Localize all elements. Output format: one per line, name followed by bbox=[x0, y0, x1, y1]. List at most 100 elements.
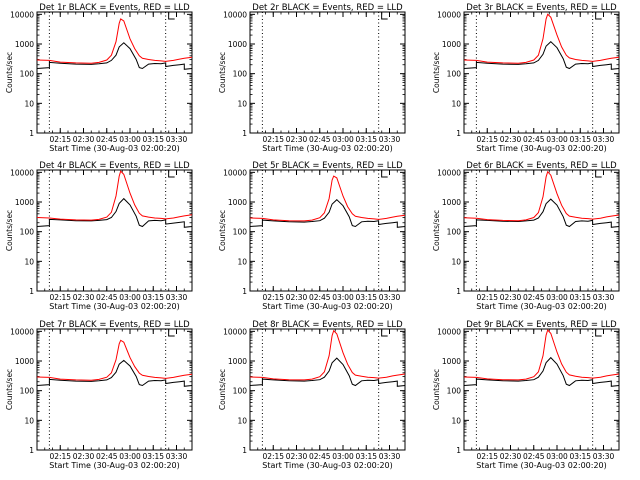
events-series-line bbox=[36, 197, 193, 228]
y-tick-label: 10000 bbox=[223, 327, 247, 336]
y-tick-label: 1 bbox=[29, 446, 34, 455]
x-tick-label: 02:30 bbox=[500, 135, 522, 144]
y-tick-label: 10 bbox=[24, 257, 34, 266]
x-tick-label: 03:15 bbox=[569, 135, 591, 144]
x-tick-label: 03:15 bbox=[142, 135, 164, 144]
x-tick-label: 03:30 bbox=[593, 135, 615, 144]
x-tick-label: 03:30 bbox=[166, 293, 188, 302]
panel-title: Det 3r BLACK = Events, RED = LLD bbox=[466, 3, 617, 13]
events-series-line bbox=[249, 199, 406, 228]
y-tick-label: 10 bbox=[24, 416, 34, 425]
y-tick-label: 100 bbox=[233, 70, 248, 79]
x-tick-label: 02:45 bbox=[309, 135, 331, 144]
x-tick-label: 02:45 bbox=[96, 452, 118, 461]
panel-det-3: Det 3r BLACK = Events, RED = LLD 1 10 100 10… bbox=[432, 3, 620, 153]
y-axis-label: Counts/sec bbox=[432, 210, 441, 251]
y-axis-label: Counts/sec bbox=[218, 210, 227, 251]
y-tick-label: 10000 bbox=[437, 168, 461, 177]
panel-title: Det 6r BLACK = Events, RED = LLD bbox=[466, 161, 617, 171]
lld-series-line bbox=[249, 175, 406, 222]
events-series-line bbox=[463, 41, 620, 70]
x-tick-label: 02:15 bbox=[476, 293, 498, 302]
x-axis-label: Start Time (30-Aug-03 02:00:20) bbox=[262, 302, 393, 311]
x-tick-label: 02:45 bbox=[96, 135, 118, 144]
x-axis-label: Start Time (30-Aug-03 02:00:20) bbox=[49, 302, 180, 311]
x-tick-label: 03:15 bbox=[142, 452, 164, 461]
y-tick-label: 1000 bbox=[15, 357, 34, 366]
x-tick-label: 02:45 bbox=[96, 293, 118, 302]
y-tick-label: 10 bbox=[237, 99, 247, 108]
x-tick-label: 02:30 bbox=[286, 293, 308, 302]
y-tick-label: 10 bbox=[451, 99, 461, 108]
x-tick-label: 02:15 bbox=[476, 452, 498, 461]
plot-frame bbox=[249, 169, 406, 292]
bracket-marker bbox=[595, 329, 602, 337]
x-tick-label: 02:15 bbox=[262, 452, 284, 461]
plot-frame bbox=[249, 11, 406, 134]
x-tick-label: 02:15 bbox=[476, 135, 498, 144]
y-tick-label: 1000 bbox=[228, 357, 247, 366]
y-tick-label: 1000 bbox=[15, 40, 34, 49]
x-tick-label: 02:45 bbox=[523, 135, 545, 144]
lld-series-line bbox=[36, 339, 193, 381]
x-tick-label: 03:30 bbox=[593, 293, 615, 302]
x-tick-label: 02:30 bbox=[500, 293, 522, 302]
x-tick-label: 03:30 bbox=[166, 135, 188, 144]
bracket-marker bbox=[381, 170, 388, 178]
x-tick-label: 03:00 bbox=[332, 135, 354, 144]
events-series-line bbox=[463, 198, 620, 228]
x-axis-label: Start Time (30-Aug-03 02:00:20) bbox=[262, 144, 393, 153]
x-tick-label: 03:30 bbox=[166, 452, 188, 461]
panel-det-8: Det 8r BLACK = Events, RED = LLD 1 10 100 10… bbox=[218, 320, 406, 470]
y-tick-label: 1 bbox=[456, 129, 461, 138]
events-series-line bbox=[463, 356, 620, 387]
x-tick-label: 02:30 bbox=[73, 452, 95, 461]
y-tick-label: 1000 bbox=[228, 40, 247, 49]
x-tick-label: 02:45 bbox=[523, 293, 545, 302]
x-tick-label: 03:00 bbox=[546, 135, 568, 144]
x-tick-label: 02:15 bbox=[262, 293, 284, 302]
y-tick-label: 10000 bbox=[437, 327, 461, 336]
panel-title: Det 2r BLACK = Events, RED = LLD bbox=[252, 3, 403, 13]
x-tick-label: 03:15 bbox=[355, 293, 377, 302]
bracket-marker bbox=[168, 12, 175, 20]
x-tick-label: 03:30 bbox=[379, 293, 401, 302]
y-tick-label: 1000 bbox=[442, 198, 461, 207]
x-tick-label: 03:00 bbox=[546, 452, 568, 461]
x-tick-label: 03:15 bbox=[355, 452, 377, 461]
panel-title: Det 9r BLACK = Events, RED = LLD bbox=[466, 320, 617, 330]
lld-series-line bbox=[463, 329, 620, 381]
lld-series-line bbox=[463, 170, 620, 222]
x-tick-label: 03:15 bbox=[355, 135, 377, 144]
panel-title: Det 5r BLACK = Events, RED = LLD bbox=[252, 161, 403, 171]
plot-frame bbox=[463, 11, 620, 134]
x-tick-label: 02:15 bbox=[49, 452, 71, 461]
x-tick-label: 02:30 bbox=[286, 135, 308, 144]
y-axis-label: Counts/sec bbox=[218, 369, 227, 410]
x-tick-label: 02:45 bbox=[309, 293, 331, 302]
panel-det-7: Det 7r BLACK = Events, RED = LLD 1 10 100 10… bbox=[5, 320, 193, 470]
plot-frame bbox=[249, 328, 406, 451]
x-tick-label: 03:00 bbox=[332, 293, 354, 302]
y-tick-label: 1000 bbox=[228, 198, 247, 207]
y-axis-label: Counts/sec bbox=[432, 369, 441, 410]
panel-det-5: Det 5r BLACK = Events, RED = LLD 1 10 100 10… bbox=[218, 161, 406, 311]
x-tick-label: 03:00 bbox=[119, 135, 141, 144]
events-series-line bbox=[36, 359, 193, 387]
x-axis-label: Start Time (30-Aug-03 02:00:20) bbox=[476, 461, 607, 470]
plot-frame bbox=[463, 169, 620, 292]
bracket-marker bbox=[168, 170, 175, 178]
y-tick-label: 100 bbox=[20, 70, 35, 79]
y-tick-label: 10000 bbox=[223, 10, 247, 19]
y-tick-label: 100 bbox=[447, 387, 462, 396]
y-tick-label: 1 bbox=[242, 129, 247, 138]
x-tick-label: 03:00 bbox=[546, 293, 568, 302]
panel-det-9: Det 9r BLACK = Events, RED = LLD 1 10 100 10… bbox=[432, 320, 620, 470]
bracket-marker bbox=[381, 12, 388, 20]
x-axis-label: Start Time (30-Aug-03 02:00:20) bbox=[262, 461, 393, 470]
panel-det-6: Det 6r BLACK = Events, RED = LLD 1 10 100 10… bbox=[432, 161, 620, 311]
plot-frame bbox=[36, 11, 193, 134]
panel-title: Det 7r BLACK = Events, RED = LLD bbox=[39, 320, 190, 330]
y-tick-label: 1000 bbox=[442, 357, 461, 366]
